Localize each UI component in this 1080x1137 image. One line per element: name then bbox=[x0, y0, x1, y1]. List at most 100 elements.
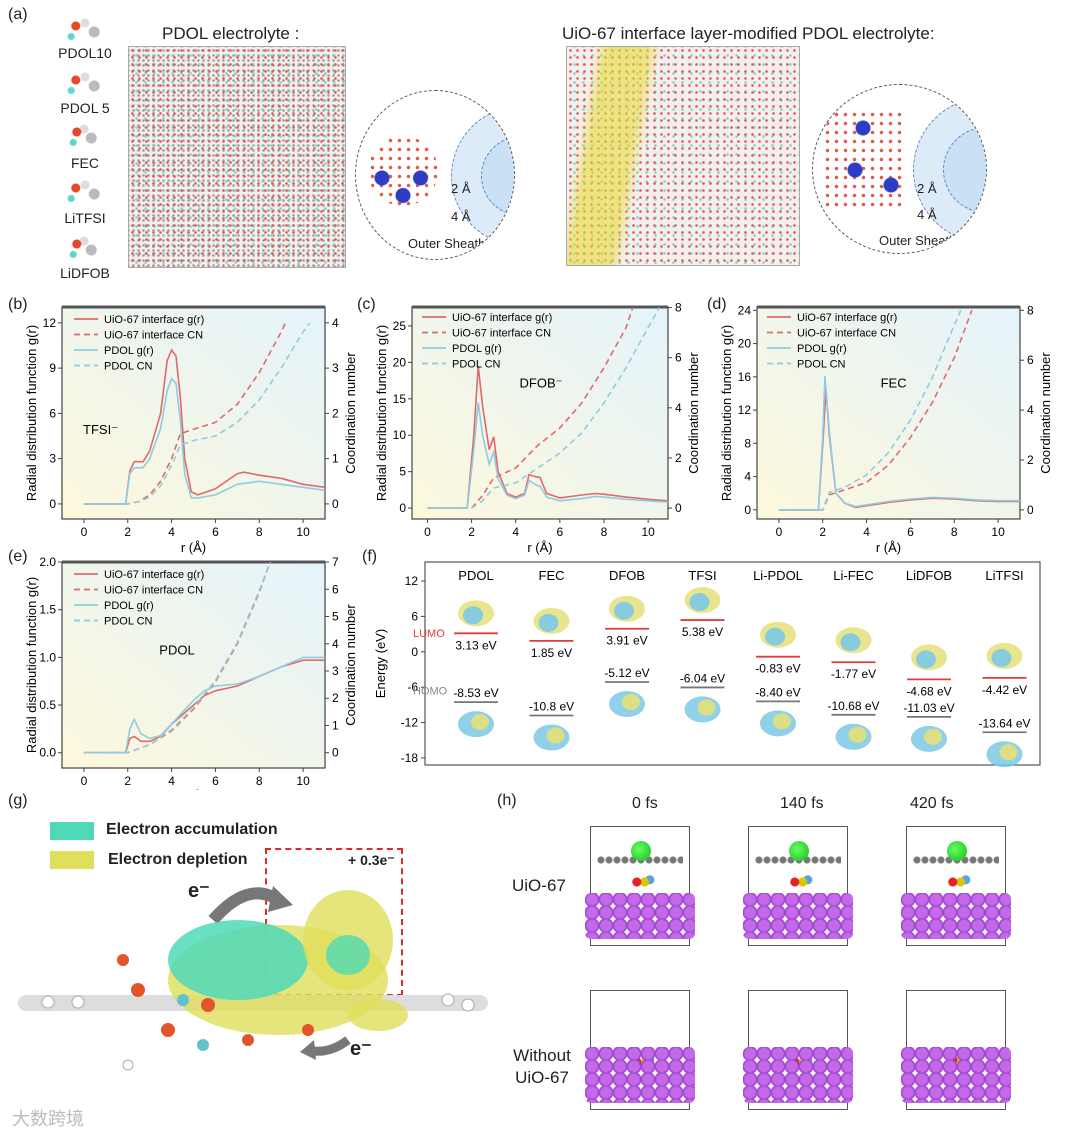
legend-entry: UiO-67 interface g(r) bbox=[104, 314, 204, 326]
series-line-pdol-dash bbox=[83, 562, 271, 754]
molecule-name: LiTFSI bbox=[985, 568, 1023, 583]
homo-value: -8.40 eV bbox=[755, 685, 800, 699]
time-0fs: 0 fs bbox=[632, 795, 658, 812]
accumulation-label: Electron accumulation bbox=[106, 821, 278, 838]
homo-value: -6.04 eV bbox=[680, 671, 725, 685]
y-tick-label: 0.0 bbox=[39, 746, 56, 760]
watermark: 大数跨境 bbox=[12, 1109, 84, 1129]
panel-label-a: (a) bbox=[8, 6, 28, 23]
lumo-value: -4.42 eV bbox=[982, 683, 1027, 697]
y-tick-label: 1.0 bbox=[39, 650, 56, 664]
series-line-pdol-solid bbox=[83, 656, 325, 754]
legend-entry: PDOL CN bbox=[104, 616, 153, 628]
x-tick-label: 0 bbox=[776, 525, 783, 539]
series-line-uio-solid bbox=[83, 348, 325, 505]
x-tick-label: 6 bbox=[907, 525, 914, 539]
y2-tick-label: 5 bbox=[332, 610, 339, 624]
y2-tick-label: 3 bbox=[332, 361, 339, 375]
y-tick-label: 9 bbox=[49, 361, 56, 375]
lumo-orbital-icon bbox=[991, 648, 1012, 667]
plot-frame bbox=[756, 306, 1021, 520]
series-line-uio-solid bbox=[427, 365, 668, 509]
arrow-top-icon bbox=[208, 887, 282, 925]
series-line-pdol-solid bbox=[427, 402, 668, 509]
pdol-electrolyte-title: PDOL electrolyte : bbox=[162, 24, 300, 43]
molecule-name: TFSI bbox=[688, 568, 716, 583]
uio67-solvation-zoom: 2 Å 4 Å Outer Sheath bbox=[812, 84, 987, 254]
legend-pdol10: PDOL10 bbox=[58, 45, 112, 61]
molecule-name: FEC bbox=[539, 568, 565, 583]
molecule-name: Li-FEC bbox=[833, 568, 873, 583]
x-tick-label: 2 bbox=[468, 525, 475, 539]
y-tick-label: 12 bbox=[43, 316, 57, 330]
legend-entry: PDOL g(r) bbox=[452, 343, 502, 355]
lumo-orbital-icon bbox=[916, 650, 936, 669]
pdol-simulation-box bbox=[128, 46, 346, 268]
time-420fs: 420 fs bbox=[910, 795, 954, 812]
y-axis-label: Radial distribution function g(r) bbox=[24, 577, 39, 753]
litfsi-molecule-icon bbox=[62, 176, 108, 206]
legend-entry: UiO-67 interface CN bbox=[104, 330, 203, 342]
legend-pdol5: PDOL 5 bbox=[60, 100, 110, 116]
y-tick-label: 0 bbox=[49, 497, 56, 511]
plot-frame bbox=[61, 561, 326, 769]
y-tick-label: 12 bbox=[405, 574, 419, 588]
x-tick-label: 0 bbox=[81, 525, 88, 539]
molecule-name: LiDFOB bbox=[906, 568, 952, 583]
lumo-value: 3.91 eV bbox=[606, 634, 647, 648]
x-tick-label: 4 bbox=[512, 525, 519, 539]
y-tick-label: 4 bbox=[744, 470, 751, 484]
legend-entry: PDOL g(r) bbox=[797, 343, 847, 355]
y2-tick-label: 1 bbox=[332, 452, 339, 466]
legend-entry: PDOL g(r) bbox=[104, 600, 154, 612]
aimd-snapshot-bare-420fs bbox=[901, 990, 1011, 1110]
x-tick-label: 8 bbox=[601, 525, 608, 539]
y2-axis-label: Coordination number bbox=[686, 352, 701, 474]
legend-entry: PDOL g(r) bbox=[104, 345, 154, 357]
molecule-name: PDOL bbox=[458, 568, 493, 583]
y-axis-label: Radial distribution function g(r) bbox=[374, 325, 389, 501]
sheath-label-2a: 2 Å bbox=[917, 181, 937, 196]
y-axis-label: Radial distribution function g(r) bbox=[24, 325, 39, 501]
row-label-without-uio67: Without UiO-67 bbox=[513, 1046, 571, 1087]
pdol-solvation-zoom: 2 Å 4 Å Outer Sheath bbox=[355, 90, 515, 260]
series-line-pdol-dash bbox=[778, 309, 962, 511]
homo-value: -10.8 eV bbox=[529, 700, 574, 714]
legend-entry: UiO-67 interface CN bbox=[797, 328, 896, 340]
y-tick-label: 16 bbox=[738, 370, 752, 384]
y2-tick-label: 2 bbox=[332, 691, 339, 705]
x-tick-label: 6 bbox=[212, 525, 219, 539]
y2-tick-label: 4 bbox=[1027, 403, 1034, 417]
homo-orbital-icon bbox=[924, 728, 942, 745]
aimd-snapshot-uio-140fs bbox=[743, 826, 853, 946]
outer-sheath-label: Outer Sheath bbox=[408, 236, 486, 251]
y2-axis-label: Coordination number bbox=[343, 604, 358, 726]
y-tick-label: 0.5 bbox=[39, 698, 56, 712]
x-tick-label: 0 bbox=[424, 525, 431, 539]
panel-label-h: (h) bbox=[497, 792, 517, 809]
chart-e: 0 2 4 6 8 10 0.0 0.5 1.0 1.5 2.0 0 1 2 3 4 5 6 7 r (Å) Radia… bbox=[24, 555, 358, 790]
series-line-pdol-solid bbox=[83, 377, 325, 505]
x-axis-label: r (Å) bbox=[181, 540, 206, 555]
y-tick-label: 8 bbox=[744, 436, 751, 450]
x-tick-label: 10 bbox=[296, 774, 310, 788]
aimd-snapshot-uio-0fs bbox=[585, 826, 695, 946]
legend-entry: UiO-67 interface CN bbox=[104, 585, 203, 597]
y-tick-label: 10 bbox=[393, 428, 407, 442]
panel-label-f: (f) bbox=[362, 548, 378, 565]
lumo-orbital-icon bbox=[463, 606, 483, 625]
y2-tick-label: 4 bbox=[332, 316, 339, 330]
li-ion-cluster bbox=[368, 136, 438, 206]
x-tick-label: 2 bbox=[124, 774, 131, 788]
homo-value: -5.12 eV bbox=[604, 666, 649, 680]
homo-value: -8.53 eV bbox=[453, 686, 498, 700]
y2-tick-label: 8 bbox=[1027, 303, 1034, 317]
series-line-pdol-solid bbox=[778, 375, 1020, 511]
legend-entry: UiO-67 interface g(r) bbox=[104, 569, 204, 581]
depletion-label: Electron depletion bbox=[108, 851, 248, 868]
y-tick-label: 6 bbox=[49, 406, 56, 420]
y-tick-label: 12 bbox=[738, 403, 752, 417]
electron-label-bottom: e⁻ bbox=[350, 1038, 372, 1060]
aimd-snapshot-bare-140fs bbox=[743, 990, 853, 1110]
x-tick-label: 10 bbox=[641, 525, 655, 539]
